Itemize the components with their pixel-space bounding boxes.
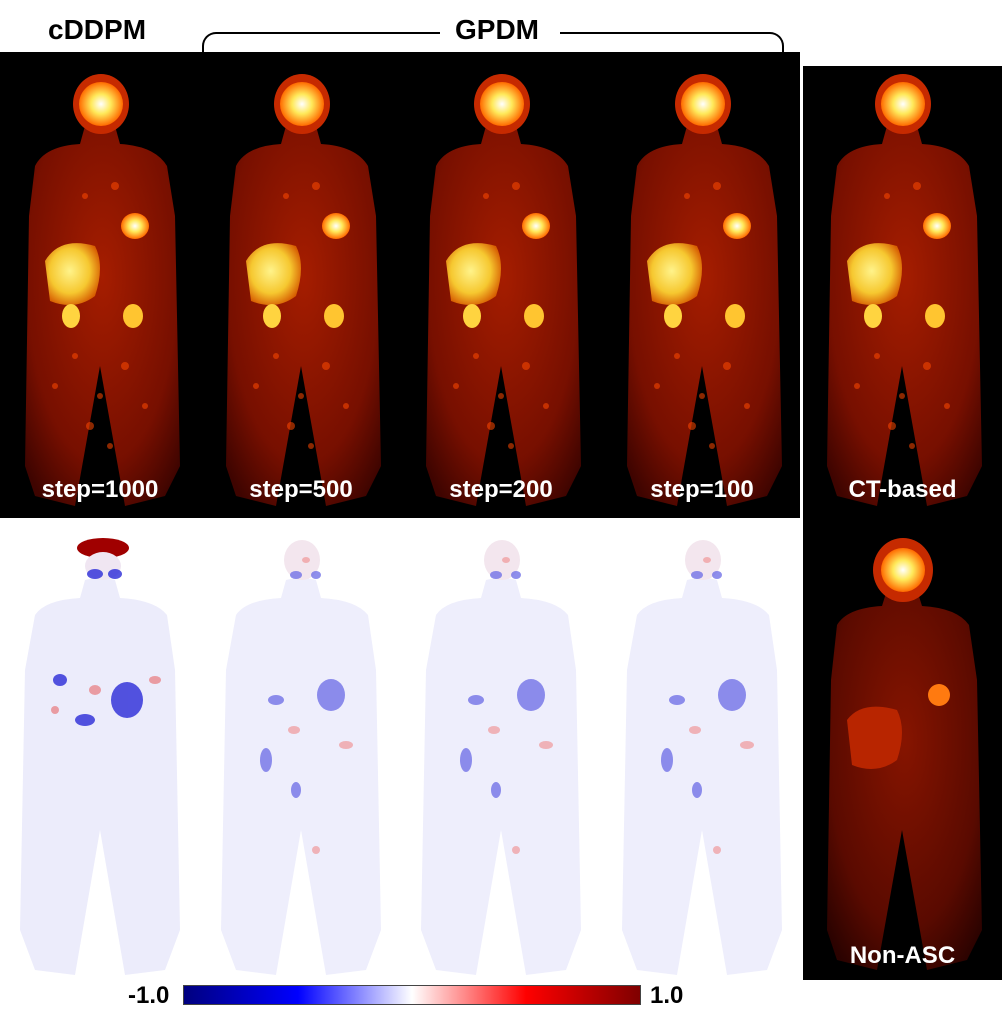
error-map-step1000 xyxy=(15,530,185,980)
error-map-image xyxy=(216,530,386,980)
error-map-step500 xyxy=(216,530,386,980)
pet-panel-step1000: step=1000 xyxy=(15,66,185,518)
error-map-step100 xyxy=(617,530,787,980)
pet-body-image xyxy=(15,66,185,518)
panel-label: step=500 xyxy=(249,476,353,503)
colorbar-max-label: 1.0 xyxy=(650,982,684,1009)
error-map-step200 xyxy=(416,530,586,980)
pet-body-image xyxy=(817,66,987,518)
error-map-image xyxy=(617,530,787,980)
pet-body-image xyxy=(416,66,586,518)
gpdm-bracket-gap xyxy=(440,20,560,50)
error-map-image xyxy=(15,530,185,980)
panel-label: step=200 xyxy=(449,476,553,503)
pet-body-image xyxy=(617,66,787,518)
pet-body-image xyxy=(216,66,386,518)
error-map-image xyxy=(416,530,586,980)
pet-panel-ct-based: CT-based xyxy=(803,66,1002,518)
pet-panel-non-asc: Non-ASC xyxy=(803,518,1002,980)
pet-panel-step200: step=200 xyxy=(416,66,586,518)
gpdm-header: GPDM xyxy=(455,14,539,45)
panel-label: Non-ASC xyxy=(849,942,956,969)
pet-panel-step100: step=100 xyxy=(617,66,787,518)
colorbar-min-label: -1.0 xyxy=(128,982,170,1009)
cddpm-header: cDDPM xyxy=(48,14,147,45)
pet-body-image-dim xyxy=(817,530,987,980)
pet-panel-step500: step=500 xyxy=(216,66,386,518)
panel-label: step=1000 xyxy=(41,476,159,503)
panel-label: step=100 xyxy=(650,476,754,503)
panel-label: CT-based xyxy=(848,476,957,503)
colorbar xyxy=(183,985,641,1005)
